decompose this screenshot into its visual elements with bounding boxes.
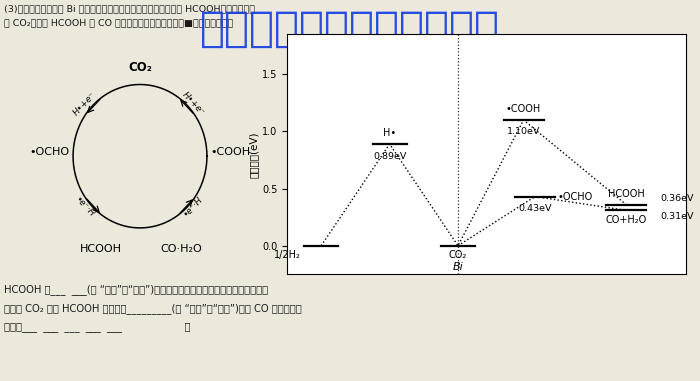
Text: 0.31eV: 0.31eV	[660, 211, 694, 221]
Text: 0.43eV: 0.43eV	[518, 203, 552, 213]
Y-axis label: 相对能量(eV): 相对能量(eV)	[249, 131, 259, 178]
Text: •e⁻·H: •e⁻·H	[74, 195, 97, 219]
Text: •OCHO: •OCHO	[558, 192, 593, 202]
Text: 拟 CO₂还原为 HCOOH 及 CO 等反应的历程，如图示意（■表示吸附状态）: 拟 CO₂还原为 HCOOH 及 CO 等反应的历程，如图示意（■表示吸附状态）	[4, 18, 233, 27]
Text: HCOOH 是___  ___(填 “阴极”或“阳极”)产物。依据反应历程图中数据，你认为电催: HCOOH 是___ ___(填 “阴极”或“阳极”)产物。依据反应历程图中数据…	[4, 284, 268, 295]
Text: (3)中国科学院大学以 Bi 为电极材料，利用电化学催化还原法制备 HCOOH，用计算机模: (3)中国科学院大学以 Bi 为电极材料，利用电化学催化还原法制备 HCOOH，…	[4, 4, 255, 13]
Text: •COOH: •COOH	[506, 104, 541, 114]
Text: HCOOH: HCOOH	[608, 189, 645, 199]
Text: HCOOH: HCOOH	[80, 244, 122, 254]
Text: 1/2H₂: 1/2H₂	[274, 250, 301, 260]
Text: CO·H₂O: CO·H₂O	[160, 244, 202, 254]
Text: Bi: Bi	[453, 262, 463, 272]
Text: 化还原 CO₂ 生成 HCOOH 的选择性_________(填 “高于”或“低于”)生成 CO 的选择性，: 化还原 CO₂ 生成 HCOOH 的选择性_________(填 “高于”或“低…	[4, 303, 302, 314]
Text: H•+e⁻: H•+e⁻	[181, 90, 206, 117]
Text: 0.36eV: 0.36eV	[660, 194, 694, 203]
Text: H•: H•	[383, 128, 396, 138]
Text: •e⁻·H: •e⁻·H	[182, 195, 205, 219]
Text: 1.10eV: 1.10eV	[507, 127, 540, 136]
Text: •OCHO: •OCHO	[29, 147, 69, 157]
Text: 微信公众号关注：趋找答案: 微信公众号关注：趋找答案	[200, 8, 500, 50]
Text: •COOH: •COOH	[211, 147, 251, 157]
Text: H•+e⁻: H•+e⁻	[72, 90, 98, 117]
Text: 0.89eV: 0.89eV	[373, 152, 406, 161]
Text: CO+H₂O: CO+H₂O	[606, 215, 647, 225]
Text: 原因是___  ___  ___  ___  ___                    。: 原因是___ ___ ___ ___ ___ 。	[4, 322, 190, 332]
Text: CO₂: CO₂	[449, 250, 467, 260]
Text: CO₂: CO₂	[128, 61, 152, 74]
